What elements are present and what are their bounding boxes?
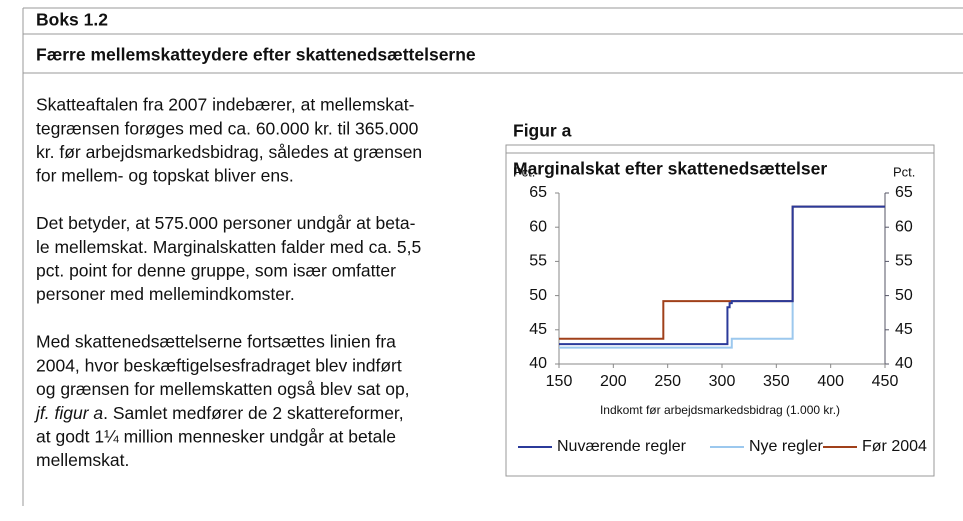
y-tick-label: 65 <box>529 184 547 201</box>
x-axis-label: Indkomt før arbejdsmarkedsbidrag (1.000 … <box>600 403 840 417</box>
figure-label: Figur a <box>513 121 572 141</box>
figure-frame <box>505 144 935 477</box>
y2-tick-label: 50 <box>895 287 913 304</box>
x-tick-label: 450 <box>872 373 899 390</box>
text-line: personer med mellemindkomster. <box>36 284 295 304</box>
y-tick-label: 60 <box>529 218 547 235</box>
x-tick-label: 350 <box>763 373 790 390</box>
text-line: pct. point for denne gruppe, som især om… <box>36 261 396 281</box>
x-tick-label: 200 <box>600 373 627 390</box>
series-line <box>559 205 885 340</box>
text-line: Med skattenedsættelserne fortsættes lini… <box>36 332 396 352</box>
box-title: Færre mellemskatteydere efter skatteneds… <box>36 45 476 65</box>
text-line: kr. før arbejdsmarkedsbidrag, således at… <box>36 142 422 162</box>
y-tick-label: 40 <box>529 355 547 372</box>
text-line: jf. figur a. Samlet medfører de 2 skatte… <box>34 403 404 423</box>
x-tick-label: 250 <box>654 373 681 390</box>
y2-unit: Pct. <box>893 164 915 179</box>
y2-tick-label: 60 <box>895 218 913 235</box>
x-tick-label: 400 <box>817 373 844 390</box>
legend-label: Nye regler <box>749 438 823 455</box>
text: . Samlet medfører de 2 skattereformer, <box>103 403 404 423</box>
y-tick-label: 50 <box>529 287 547 304</box>
text-line: for mellem- og topskat bliver ens. <box>36 166 294 186</box>
y2-tick-label: 45 <box>895 321 913 338</box>
text-line: og grænsen for mellemskatten også blev s… <box>36 379 410 399</box>
chart-title: Marginalskat efter skattenedsættelser <box>513 159 827 179</box>
y-unit: Pct. <box>513 164 535 179</box>
x-tick-label: 150 <box>546 373 573 390</box>
text-line: tegrænsen forøges med ca. 60.000 kr. til… <box>36 118 419 138</box>
text-line: Det betyder, at 575.000 personer undgår … <box>36 213 416 233</box>
text-line: Skatteaftalen fra 2007 indebærer, at mel… <box>36 95 415 115</box>
text-line: le mellemskat. Marginalskatten falder me… <box>36 237 421 257</box>
y2-tick-label: 65 <box>895 184 913 201</box>
y-tick-label: 45 <box>529 321 547 338</box>
text-line: mellemskat. <box>36 450 129 470</box>
text-line: 2004, hvor beskæftigelsesfradraget blev … <box>36 355 402 375</box>
box-label: Boks 1.2 <box>36 10 108 30</box>
legend-label: Nuværende regler <box>557 438 687 455</box>
x-tick-label: 300 <box>709 373 736 390</box>
y2-tick-label: 55 <box>895 253 913 270</box>
legend-label: Før 2004 <box>862 438 927 455</box>
series-line <box>559 205 885 349</box>
text-line: at godt 1¼ million mennesker undgår at b… <box>36 426 396 446</box>
italic-text: jf. figur a <box>34 403 103 423</box>
series-line <box>559 205 885 346</box>
y2-tick-label: 40 <box>895 355 913 372</box>
y-tick-label: 55 <box>529 253 547 270</box>
